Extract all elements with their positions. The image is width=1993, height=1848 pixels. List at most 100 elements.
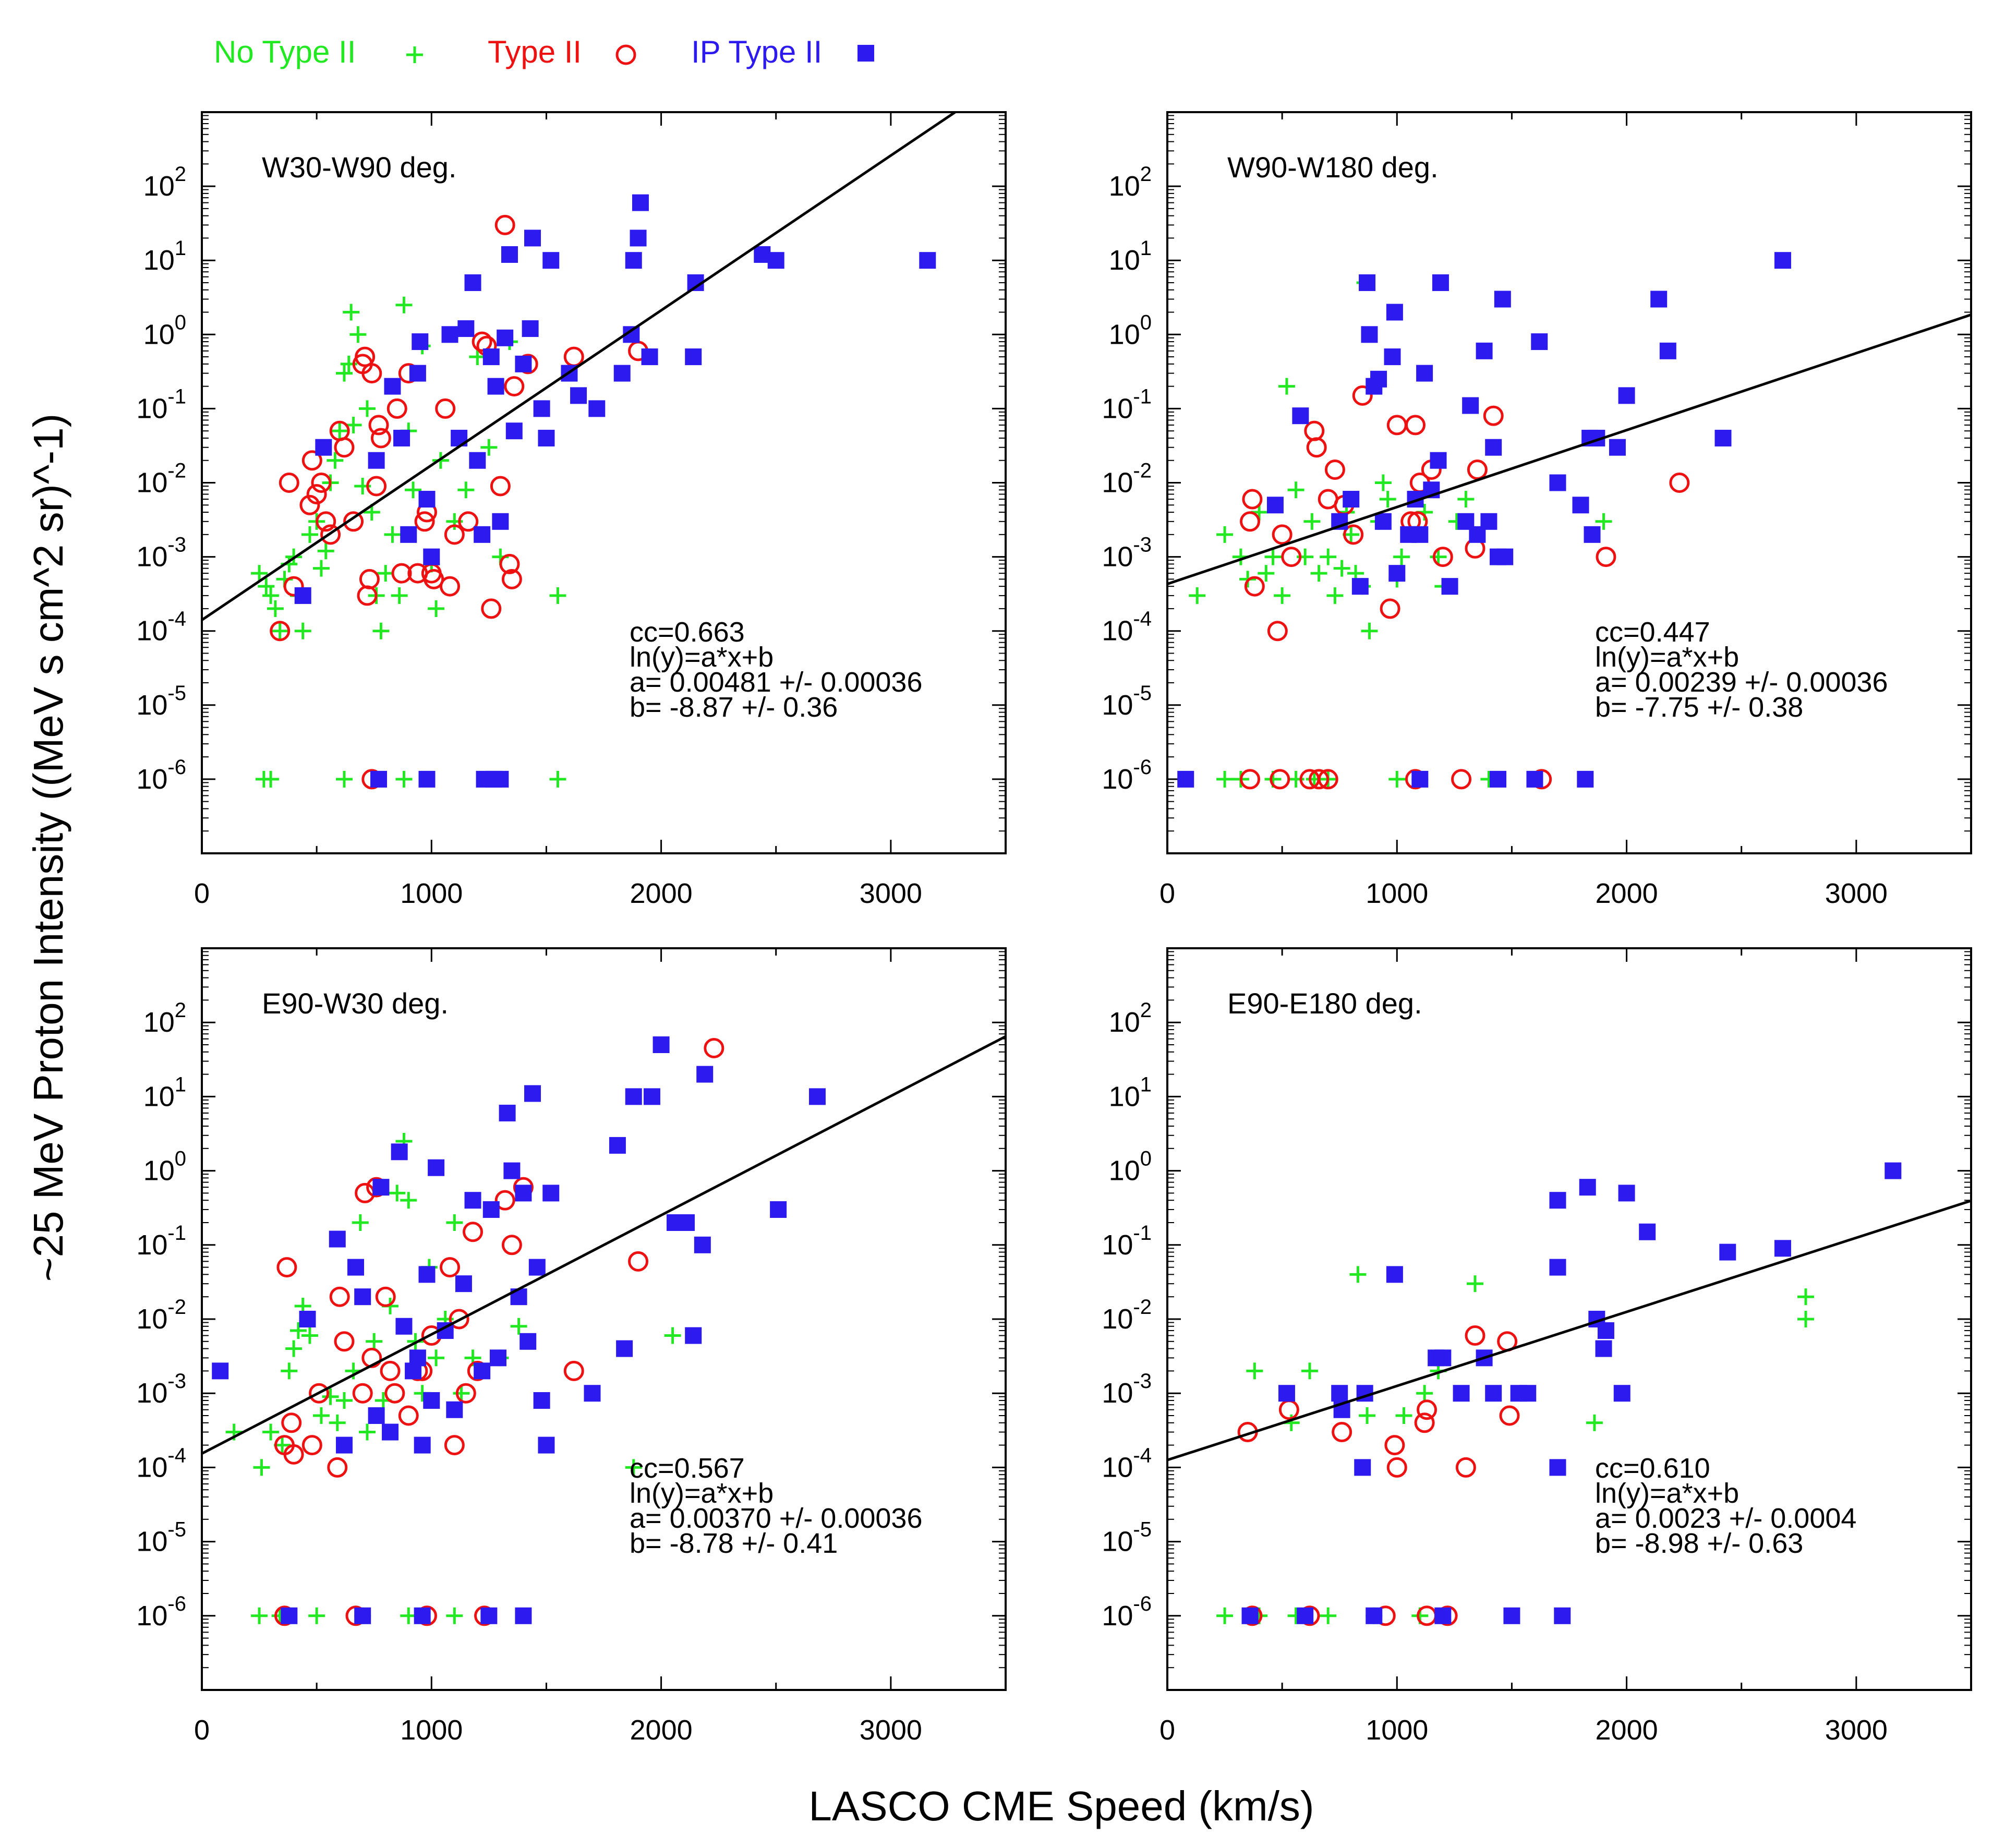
point-type-ii: [501, 569, 522, 589]
y-tick-label: 10-5: [136, 682, 186, 721]
point-ip-type-ii: [1618, 1185, 1635, 1202]
legend: No Type II Type II IP Type II: [214, 34, 874, 69]
point-type-ii: [306, 484, 327, 505]
x-tick-label: 1000: [1366, 1714, 1428, 1746]
series-ip-type-ii: [1177, 252, 1791, 788]
point-no-type-ii: [1216, 526, 1234, 543]
point-no-type-ii: [329, 1414, 346, 1431]
point-no-type-ii: [281, 1362, 298, 1380]
point-type-ii: [504, 376, 525, 397]
point-type-ii: [1242, 489, 1263, 510]
point-ip-type-ii: [482, 348, 500, 366]
point-ip-type-ii: [412, 333, 429, 351]
legend-label-ip-type-ii: IP Type II: [691, 34, 822, 69]
y-tick-label: 10-2: [1102, 460, 1152, 499]
point-type-ii: [343, 511, 364, 532]
point-type-ii: [704, 1038, 724, 1059]
point-type-ii: [1432, 547, 1453, 567]
point-type-ii: [1380, 598, 1400, 619]
point-ip-type-ii: [409, 365, 426, 382]
point-no-type-ii: [1258, 565, 1275, 582]
point-no-type-ii: [349, 326, 367, 343]
point-ip-type-ii: [368, 1407, 385, 1424]
point-ip-type-ii: [441, 326, 458, 343]
point-ip-type-ii: [446, 1401, 463, 1418]
point-ip-type-ii: [281, 1607, 298, 1624]
point-ip-type-ii: [457, 320, 475, 337]
point-no-type-ii: [1264, 548, 1282, 565]
point-ip-type-ii: [299, 1311, 316, 1327]
point-ip-type-ii: [474, 1362, 491, 1380]
plot-area: [202, 112, 956, 790]
point-type-ii: [444, 1435, 465, 1456]
point-no-type-ii: [262, 1423, 280, 1441]
point-no-type-ii: [1379, 491, 1396, 508]
point-no-type-ii: [480, 439, 498, 456]
point-ip-type-ii: [1370, 370, 1387, 388]
y-tick-label: 10-3: [136, 1370, 186, 1409]
point-ip-type-ii: [395, 1318, 413, 1335]
point-type-ii: [1596, 547, 1616, 567]
point-ip-type-ii: [418, 1266, 436, 1283]
x-tick-label: 0: [194, 1714, 210, 1746]
point-ip-type-ii: [524, 230, 541, 247]
point-ip-type-ii: [372, 1179, 390, 1196]
stats-line: ln(y)=a*x+b: [630, 642, 774, 673]
point-type-ii: [501, 1235, 522, 1255]
point-no-type-ii: [1333, 560, 1350, 577]
y-tick-label: 10-1: [136, 385, 186, 424]
y-tick-label: 10-4: [136, 1444, 186, 1483]
y-tick-label: 100: [1109, 1148, 1152, 1187]
point-ip-type-ii: [370, 770, 388, 788]
point-ip-type-ii: [630, 230, 647, 247]
point-ip-type-ii: [770, 1201, 787, 1218]
y-tick-label: 10-2: [1102, 1296, 1152, 1335]
point-ip-type-ii: [515, 1607, 532, 1624]
point-type-ii: [368, 415, 389, 436]
point-type-ii: [279, 473, 299, 493]
point-type-ii: [281, 1412, 302, 1433]
point-ip-type-ii: [1278, 1385, 1295, 1402]
point-ip-type-ii: [1719, 1243, 1736, 1261]
point-no-type-ii: [359, 400, 376, 417]
point-no-type-ii: [294, 622, 311, 639]
point-no-type-ii: [1278, 378, 1295, 395]
point-ip-type-ii: [685, 1327, 702, 1344]
point-no-type-ii: [625, 1459, 642, 1476]
point-ip-type-ii: [1386, 1266, 1403, 1283]
point-ip-type-ii: [613, 365, 631, 382]
point-ip-type-ii: [1584, 526, 1601, 543]
point-ip-type-ii: [414, 1607, 431, 1624]
x-axis-label: LASCO CME Speed (km/s): [808, 1783, 1314, 1829]
series-type-ii: [270, 214, 649, 790]
point-type-ii: [283, 576, 304, 597]
point-type-ii: [435, 398, 456, 419]
point-no-type-ii: [395, 296, 413, 313]
point-ip-type-ii: [919, 252, 936, 269]
point-ip-type-ii: [1639, 1223, 1656, 1240]
point-ip-type-ii: [354, 1288, 371, 1306]
y-tick-label: 102: [1109, 999, 1152, 1038]
point-ip-type-ii: [1297, 1607, 1314, 1624]
y-tick-label: 10-1: [1102, 1222, 1152, 1261]
y-tick-label: 10-1: [1102, 385, 1152, 424]
point-ip-type-ii: [354, 1607, 371, 1624]
point-type-ii: [386, 398, 407, 419]
point-type-ii: [1386, 1457, 1407, 1478]
point-ip-type-ii: [1526, 770, 1543, 788]
panel-title: W90-W180 deg.: [1227, 151, 1439, 184]
point-type-ii: [1272, 524, 1293, 545]
point-no-type-ii: [1310, 565, 1327, 582]
y-tick-label: 100: [143, 311, 186, 350]
point-ip-type-ii: [418, 770, 436, 788]
stats-line: a= 0.0023 +/- 0.0004: [1595, 1503, 1856, 1534]
y-tick-label: 100: [143, 1148, 186, 1187]
stats-line: ln(y)=a*x+b: [1595, 1478, 1739, 1509]
point-no-type-ii: [1457, 491, 1475, 508]
y-tick-label: 102: [143, 999, 186, 1038]
point-ip-type-ii: [570, 387, 587, 404]
legend-label-type-ii: Type II: [488, 34, 582, 69]
point-no-type-ii: [1320, 1607, 1337, 1624]
point-ip-type-ii: [767, 252, 784, 269]
